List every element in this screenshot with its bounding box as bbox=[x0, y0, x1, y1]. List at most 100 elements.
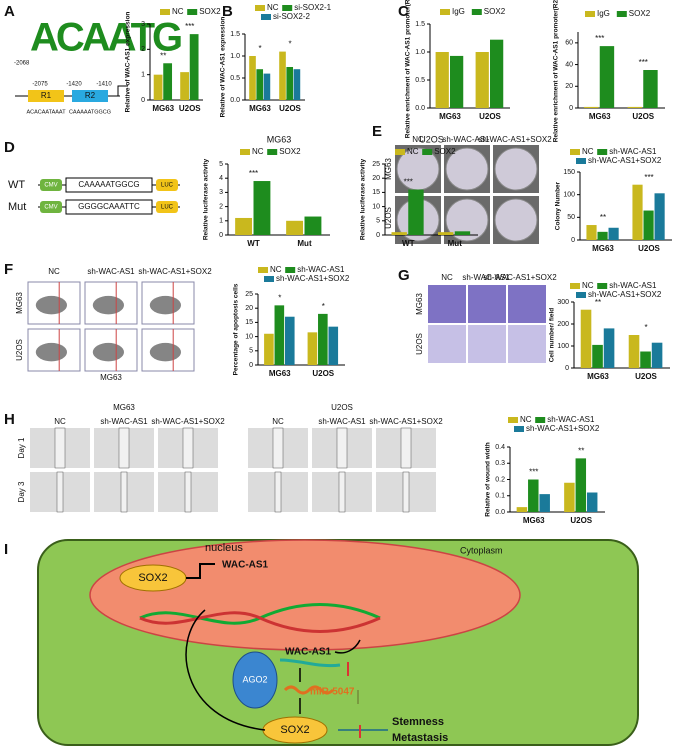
panel-label: B bbox=[222, 3, 233, 20]
region-r1 bbox=[28, 90, 64, 102]
x-tick-label: U2OS bbox=[279, 104, 301, 113]
cell-label: U2OS bbox=[331, 403, 353, 412]
x-tick-label: Mut bbox=[448, 239, 463, 248]
legend-label: SOX2 bbox=[434, 147, 456, 156]
legend-swatch bbox=[616, 11, 627, 17]
bar bbox=[438, 232, 454, 235]
legend-label: NC bbox=[520, 415, 532, 424]
y-tick-label: 100 bbox=[557, 343, 569, 350]
gene: WAC-AS1 bbox=[222, 560, 269, 571]
y-tick-label: 5 bbox=[376, 218, 380, 225]
bar bbox=[328, 326, 339, 365]
y-tick-label: 4 bbox=[219, 175, 223, 182]
significance: ** bbox=[160, 51, 166, 60]
y-tick-label: 0.2 bbox=[495, 476, 505, 483]
bar bbox=[580, 309, 592, 368]
y-tick-label: 0.4 bbox=[495, 444, 505, 451]
y-tick-label: 0 bbox=[219, 232, 223, 239]
bar bbox=[575, 458, 587, 512]
legend-label: IgG bbox=[452, 7, 465, 16]
y-tick-label: 200 bbox=[557, 321, 569, 328]
legend-label: SOX2 bbox=[199, 7, 221, 16]
legend-label: NC bbox=[267, 3, 279, 12]
image bbox=[468, 325, 506, 363]
significance: *** bbox=[529, 468, 538, 477]
wound bbox=[118, 427, 130, 469]
y-tick-label: 3 bbox=[219, 189, 223, 196]
y-tick-label: 25 bbox=[372, 161, 380, 168]
y-tick-label: 20 bbox=[372, 175, 380, 182]
y-tick-label: 1 bbox=[141, 72, 145, 79]
legend-label: sh-WAC-AS1+SOX2 bbox=[526, 424, 600, 433]
legend-swatch bbox=[258, 267, 268, 273]
legend-swatch bbox=[240, 149, 250, 155]
outcome: Stemness bbox=[392, 716, 444, 728]
panel-label: D bbox=[4, 139, 15, 156]
reporter: LUC bbox=[161, 183, 174, 189]
x-tick-label: MG63 bbox=[152, 104, 174, 113]
bar bbox=[263, 73, 271, 100]
group-label: sh-WAC-AS1 bbox=[462, 273, 510, 282]
cell-label: MG63 bbox=[113, 403, 135, 412]
significance: *** bbox=[595, 34, 604, 43]
x-tick-label: WT bbox=[247, 239, 260, 248]
legend-label: sh-WAC-AS1+SOX2 bbox=[588, 290, 662, 299]
bar bbox=[307, 332, 318, 365]
promoter: CMV bbox=[44, 205, 57, 211]
y-tick-label: 0.5 bbox=[415, 77, 425, 84]
group-label: sh-WAC-AS1 bbox=[442, 135, 490, 144]
legend-label: si-SOX2-2 bbox=[273, 12, 310, 21]
legend-swatch bbox=[514, 426, 524, 432]
bar bbox=[586, 492, 598, 512]
bar bbox=[516, 507, 528, 512]
bar bbox=[408, 189, 424, 235]
bar bbox=[475, 52, 489, 108]
legend-label: sh-WAC-AS1+SOX2 bbox=[588, 156, 662, 165]
tss-arrow bbox=[117, 85, 128, 96]
legend-swatch bbox=[535, 417, 546, 423]
legend-label: NC bbox=[270, 265, 282, 274]
legend-label: NC bbox=[582, 147, 594, 156]
wound bbox=[56, 471, 64, 513]
y-axis-label: Relative of WAC-AS1 expression bbox=[125, 12, 132, 113]
x-tick-label: Mut bbox=[297, 239, 312, 248]
dish bbox=[494, 147, 538, 191]
y-tick-label: 0.0 bbox=[415, 105, 425, 112]
legend-label: SOX2 bbox=[629, 9, 651, 18]
sequence: CAAAAATGGCG bbox=[78, 180, 139, 189]
legend-swatch bbox=[264, 276, 274, 282]
image bbox=[428, 285, 466, 323]
y-tick-label: 40 bbox=[565, 61, 573, 68]
lncrna: WAC-AS1 bbox=[285, 647, 332, 658]
significance: *** bbox=[639, 58, 648, 67]
dish bbox=[494, 198, 538, 242]
legend-label: NC bbox=[407, 147, 419, 156]
group-label: sh-WAC-AS1+SOX2 bbox=[478, 135, 552, 144]
wound bbox=[182, 427, 194, 469]
legend-label: sh-WAC-AS1 bbox=[609, 281, 657, 290]
scatter-cloud bbox=[35, 342, 67, 362]
y-tick-label: 0.1 bbox=[495, 493, 505, 500]
significance: * bbox=[322, 302, 325, 311]
gene: SOX2 bbox=[138, 572, 167, 584]
y-tick-label: 0 bbox=[376, 232, 380, 239]
construct-label: Mut bbox=[8, 201, 26, 213]
y-tick-label: 60 bbox=[565, 40, 573, 47]
bar bbox=[153, 74, 163, 100]
x-tick-label: MG63 bbox=[589, 112, 611, 121]
significance: *** bbox=[644, 173, 653, 182]
bar bbox=[391, 232, 407, 235]
cell-label: MG63 bbox=[384, 158, 393, 180]
construct-mut bbox=[38, 199, 180, 215]
legend-swatch bbox=[160, 9, 170, 15]
x-tick-label: U2OS bbox=[479, 112, 501, 121]
legend-label: NC bbox=[252, 147, 264, 156]
y-axis-label: Percentage of apoptosis cells bbox=[233, 283, 240, 375]
bar bbox=[304, 216, 322, 235]
legend-swatch bbox=[597, 149, 608, 155]
legend-swatch bbox=[471, 9, 482, 15]
x-tick-label: MG63 bbox=[269, 369, 291, 378]
wound bbox=[400, 427, 412, 469]
x-tick-label: MG63 bbox=[592, 244, 614, 253]
group-label: NC bbox=[272, 417, 284, 426]
